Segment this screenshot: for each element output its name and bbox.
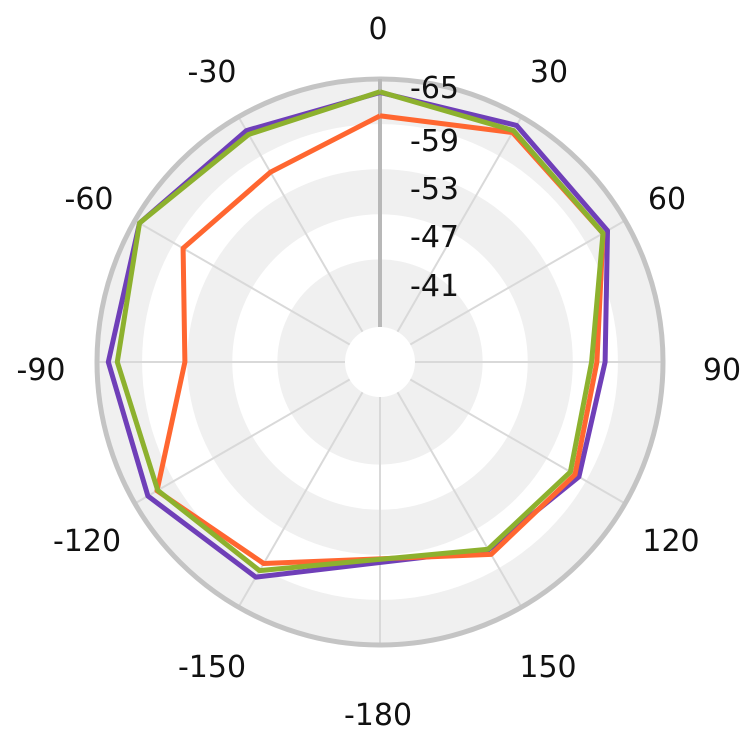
angular-gridline (409, 219, 626, 346)
radial-tick-label: -59 (410, 124, 459, 159)
angular-tick-label: -30 (188, 55, 237, 90)
angular-tick-label: -60 (65, 182, 114, 217)
radial-tick-label: -53 (410, 172, 459, 207)
angular-tick-label: 60 (648, 182, 686, 217)
angular-tick-label: -150 (178, 650, 246, 685)
angular-gridline (409, 378, 626, 505)
angular-tick-label: -120 (53, 524, 121, 559)
angular-tick-label: 30 (530, 55, 568, 90)
radial-tick-label: -47 (410, 220, 459, 255)
angular-tick-label: 90 (703, 353, 741, 388)
radial-tick-label: -65 (410, 71, 459, 106)
angular-tick-label: 120 (642, 524, 699, 559)
angular-gridline (396, 391, 523, 608)
series-line-3 (114, 89, 606, 574)
angular-tick-label: -180 (344, 698, 412, 733)
angular-gridline (396, 116, 523, 333)
center-hole (345, 327, 415, 397)
series-lines (105, 89, 610, 580)
angular-gridline (237, 116, 364, 333)
radial-tick-labels: -65 -59 -53 -47 -41 (410, 71, 459, 304)
angular-tick-label: 0 (368, 12, 387, 47)
radial-bands (97, 79, 663, 645)
angular-tick-labels: 0 30 60 90 120 150 -180 -150 -120 -90 -60 -30 (17, 12, 742, 733)
angular-tick-label: 150 (519, 650, 576, 685)
radial-tick-label: -41 (410, 269, 459, 304)
angular-gridline (134, 219, 351, 346)
angular-gridline (134, 378, 351, 505)
angular-tick-label: -90 (17, 353, 66, 388)
